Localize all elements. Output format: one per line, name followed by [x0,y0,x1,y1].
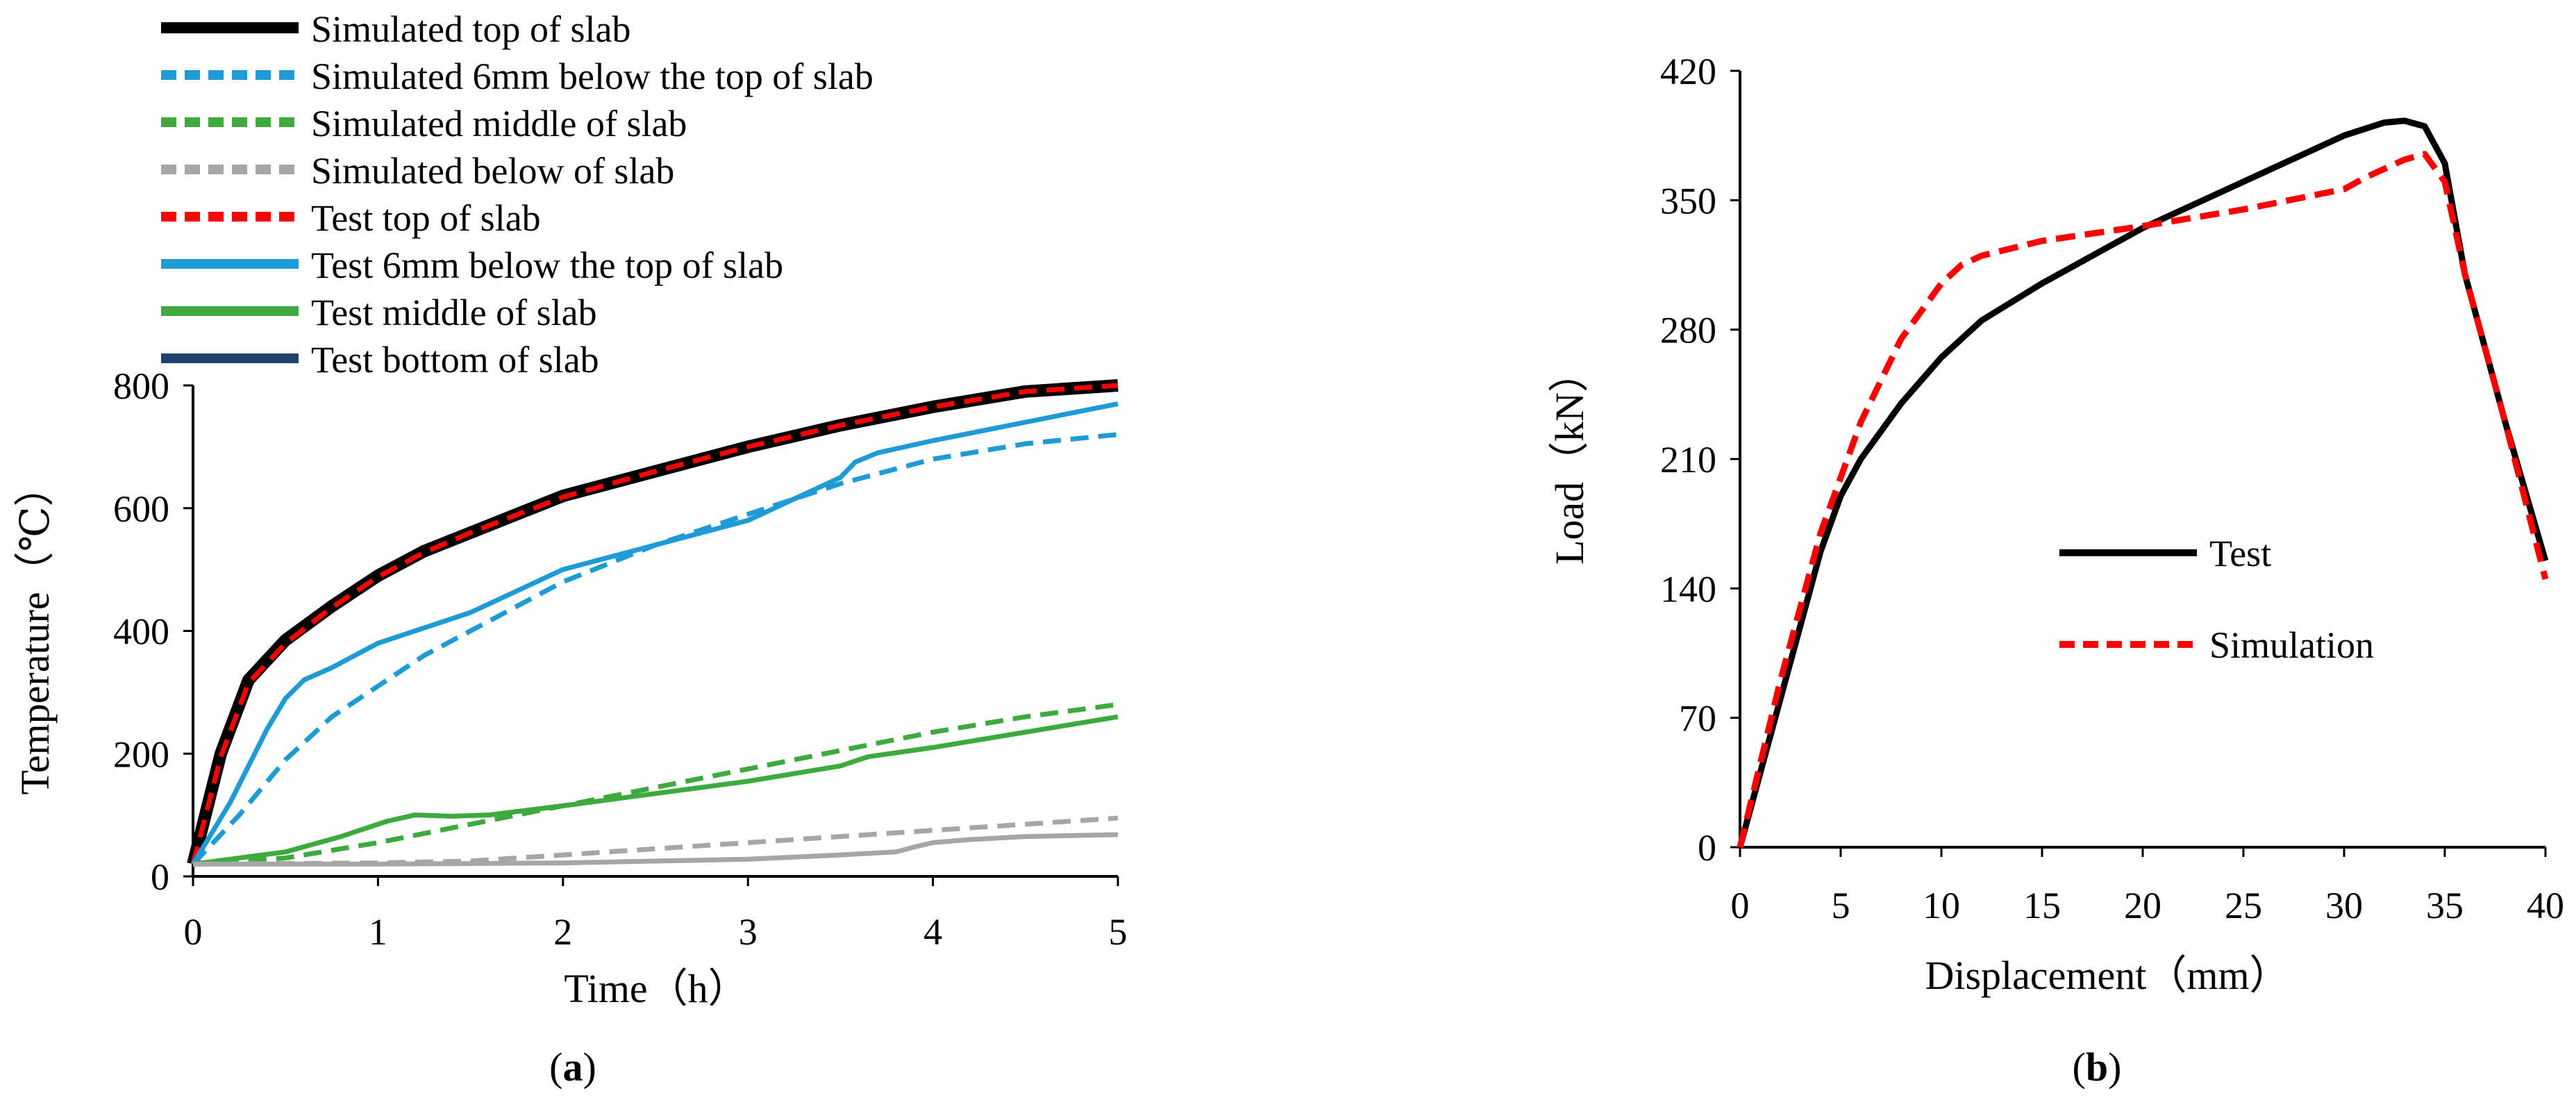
y-tick-label: 600 [113,488,169,530]
chart-b-y-ticks: 0 70 140 210 280 350 420 [1660,51,1740,869]
chart-a-caption: (a) [549,1044,596,1090]
legend-label-test-bottom: Test bottom of slab [311,339,599,381]
chart-b: 0 5 10 15 20 25 30 35 40 0 70 140 210 280 350 420 Test… [1547,51,2564,1090]
chart-b-series [1737,117,2549,849]
chart-a-series [187,379,1119,867]
x-tick-label: 4 [923,911,942,953]
y-tick-label: 70 [1679,698,1716,740]
legend-label-simulation: Simulation [2209,624,2374,666]
y-tick-label: 420 [1660,51,1716,92]
x-tick-label: 30 [2325,885,2363,926]
series-line-test-bottom-of-slab [193,832,1119,867]
legend-label-simulated-middle: Simulated middle of slab [311,103,687,144]
series-line-test [1737,117,2549,849]
y-tick-label: 210 [1660,439,1716,481]
x-tick-label: 5 [1109,911,1128,953]
chart-a-y-axis-title: Temperature（℃） [12,466,58,794]
x-tick-label: 35 [2426,885,2464,926]
legend-label-test-middle: Test middle of slab [311,292,597,333]
series-line-simulated-6mm-below-the-top-of-slab [191,432,1119,866]
legend-label-simulated-top: Simulated top of slab [311,8,630,50]
y-tick-label: 280 [1660,310,1716,351]
chart-b-caption: (b) [2073,1044,2122,1090]
y-tick-label: 200 [113,733,169,775]
chart-a: Simulated top of slab Simulated 6mm belo… [12,8,1128,1090]
x-tick-label: 25 [2225,885,2262,926]
chart-a-y-ticks: 0 200 400 600 800 [113,365,193,898]
x-tick-label: 10 [1923,885,1960,926]
series-line-test-middle-of-slab [192,714,1119,867]
legend-label-test-top: Test top of slab [311,197,541,239]
legend-label-simulated-below: Simulated below of slab [311,150,674,192]
y-tick-label: 0 [151,856,169,898]
y-tick-label: 140 [1660,568,1716,610]
x-tick-label: 15 [2023,885,2061,926]
x-tick-label: 40 [2527,885,2564,926]
chart-b-x-axis-title: Displacement（mm） [1925,953,2289,998]
chart-b-legend: Test Simulation [2059,533,2374,666]
x-tick-label: 2 [553,911,572,953]
series-line-test-top-of-slab [190,383,1119,865]
chart-a-x-ticks: 0 1 2 3 4 5 [184,876,1128,953]
legend-label-test-6mm: Test 6mm below the top of slab [311,244,783,286]
series-line-simulation [1737,151,2549,849]
y-tick-label: 350 [1660,180,1716,222]
legend-label-test: Test [2209,533,2271,574]
y-tick-label: 400 [113,611,169,653]
x-tick-label: 20 [2124,885,2161,926]
x-tick-label: 3 [739,911,758,953]
series-line-test-6mm-below-the-top-of-slab [191,401,1119,866]
x-tick-label: 5 [1832,885,1850,926]
x-tick-label: 0 [1731,885,1750,926]
chart-b-x-ticks: 0 5 10 15 20 25 30 35 40 [1731,847,2564,926]
x-tick-label: 1 [369,911,387,953]
series-line-simulated-middle-of-slab [192,702,1119,867]
chart-a-legend: Simulated top of slab Simulated 6mm belo… [161,8,873,381]
y-tick-label: 800 [113,365,169,407]
chart-b-y-axis-title: Load（kN） [1547,352,1592,565]
x-tick-label: 0 [184,911,203,953]
chart-a-x-axis-title: Time（h） [564,966,748,1011]
y-tick-label: 0 [1698,827,1716,869]
legend-label-simulated-6mm: Simulated 6mm below the top of slab [311,56,873,97]
